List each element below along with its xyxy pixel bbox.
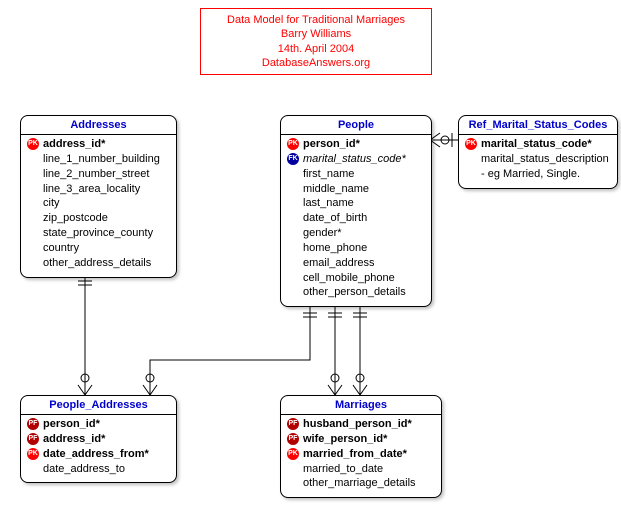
attribute-row: other_address_details [27, 256, 170, 271]
entity-addresses: Addresses PK address_id*line_1_number_buil… [20, 115, 177, 278]
pk-key-icon: PK [287, 448, 299, 460]
attribute-name: address_id* [43, 137, 105, 152]
attribute-row: PF person_id* [27, 417, 170, 432]
pf-key-icon: PF [287, 433, 299, 445]
attribute-row: PK married_from_date* [287, 447, 435, 462]
attribute-row: city [27, 196, 170, 211]
entity-title: Addresses [21, 116, 176, 135]
entity-ref-marital-status-codes: Ref_Marital_Status_Codes PK marital_status… [458, 115, 618, 189]
attribute-name: other_address_details [43, 256, 151, 271]
attribute-row: middle_name [287, 182, 425, 197]
entity-title: People [281, 116, 431, 135]
attribute-name: gender* [303, 226, 342, 241]
pk-key-icon: PK [27, 138, 39, 150]
attribute-row: line_2_number_street [27, 167, 170, 182]
entity-people-addresses: People_Addresses PF person_id* PF address_id… [20, 395, 177, 483]
attribute-row: country [27, 241, 170, 256]
entity-marriages: Marriages PF husband_person_id* PF wife_pers… [280, 395, 442, 498]
diagram-title-box: Data Model for Traditional Marriages Bar… [200, 8, 432, 75]
pf-key-icon: PF [27, 418, 39, 430]
attribute-name: address_id* [43, 432, 105, 447]
attribute-name: husband_person_id* [303, 417, 412, 432]
attribute-row: PF address_id* [27, 432, 170, 447]
pf-key-icon: PF [27, 433, 39, 445]
attribute-name: married_to_date [303, 462, 383, 477]
pk-key-icon: PK [27, 448, 39, 460]
entity-attributes: PF husband_person_id* PF wife_person_id* PK m… [281, 415, 441, 497]
attribute-name: date_address_to [43, 462, 125, 477]
attribute-name: person_id* [43, 417, 100, 432]
attribute-row: FK marital_status_code* [287, 152, 425, 167]
title-line-3: 14th. April 2004 [211, 42, 421, 56]
attribute-name: date_of_birth [303, 211, 367, 226]
attribute-row: first_name [287, 167, 425, 182]
attribute-row: other_marriage_details [287, 476, 435, 491]
attribute-row: PK address_id* [27, 137, 170, 152]
attribute-name: middle_name [303, 182, 369, 197]
entity-attributes: PK marital_status_code*marital_status_des… [459, 135, 617, 188]
attribute-row: married_to_date [287, 462, 435, 477]
attribute-row: PK marital_status_code* [465, 137, 611, 152]
title-line-1: Data Model for Traditional Marriages [211, 13, 421, 27]
attribute-name: marital_status_description [481, 152, 609, 167]
attribute-row: date_address_to [27, 462, 170, 477]
attribute-name: home_phone [303, 241, 367, 256]
entity-attributes: PF person_id* PF address_id* PK date_address_… [21, 415, 176, 482]
attribute-name: married_from_date* [303, 447, 407, 462]
attribute-row: line_1_number_building [27, 152, 170, 167]
attribute-name: last_name [303, 196, 354, 211]
entity-title: People_Addresses [21, 396, 176, 415]
attribute-name: marital_status_code* [303, 152, 406, 167]
attribute-name: date_address_from* [43, 447, 149, 462]
attribute-row: home_phone [287, 241, 425, 256]
attribute-row: cell_mobile_phone [287, 271, 425, 286]
fk-key-icon: FK [287, 153, 299, 165]
attribute-name: wife_person_id* [303, 432, 387, 447]
attribute-row: marital_status_description [465, 152, 611, 167]
entity-people: People PK person_id* FK marital_status_code*… [280, 115, 432, 307]
attribute-name: email_address [303, 256, 375, 271]
entity-title: Marriages [281, 396, 441, 415]
attribute-row: PK person_id* [287, 137, 425, 152]
attribute-name: cell_mobile_phone [303, 271, 395, 286]
attribute-name: other_marriage_details [303, 476, 416, 491]
attribute-name: state_province_county [43, 226, 153, 241]
attribute-name: city [43, 196, 60, 211]
pk-key-icon: PK [465, 138, 477, 150]
attribute-row: line_3_area_locality [27, 182, 170, 197]
attribute-row: other_person_details [287, 285, 425, 300]
attribute-row: PF wife_person_id* [287, 432, 435, 447]
attribute-row: PF husband_person_id* [287, 417, 435, 432]
attribute-row: date_of_birth [287, 211, 425, 226]
attribute-row: zip_postcode [27, 211, 170, 226]
pk-key-icon: PK [287, 138, 299, 150]
attribute-name: marital_status_code* [481, 137, 592, 152]
attribute-row: last_name [287, 196, 425, 211]
attribute-name: line_1_number_building [43, 152, 160, 167]
attribute-row: state_province_county [27, 226, 170, 241]
title-line-2: Barry Williams [211, 27, 421, 41]
attribute-name: other_person_details [303, 285, 406, 300]
attribute-name: first_name [303, 167, 354, 182]
attribute-name: zip_postcode [43, 211, 108, 226]
attribute-name: person_id* [303, 137, 360, 152]
entity-title: Ref_Marital_Status_Codes [459, 116, 617, 135]
attribute-row: - eg Married, Single. [465, 167, 611, 182]
pf-key-icon: PF [287, 418, 299, 430]
attribute-name: line_2_number_street [43, 167, 149, 182]
attribute-name: - eg Married, Single. [481, 167, 580, 182]
title-line-4: DatabaseAnswers.org [211, 56, 421, 70]
attribute-row: PK date_address_from* [27, 447, 170, 462]
attribute-row: email_address [287, 256, 425, 271]
entity-attributes: PK person_id* FK marital_status_code*first_… [281, 135, 431, 306]
attribute-name: country [43, 241, 79, 256]
attribute-name: line_3_area_locality [43, 182, 140, 197]
entity-attributes: PKaddress_id*line_1_number_buildingline_… [21, 135, 176, 277]
attribute-row: gender* [287, 226, 425, 241]
